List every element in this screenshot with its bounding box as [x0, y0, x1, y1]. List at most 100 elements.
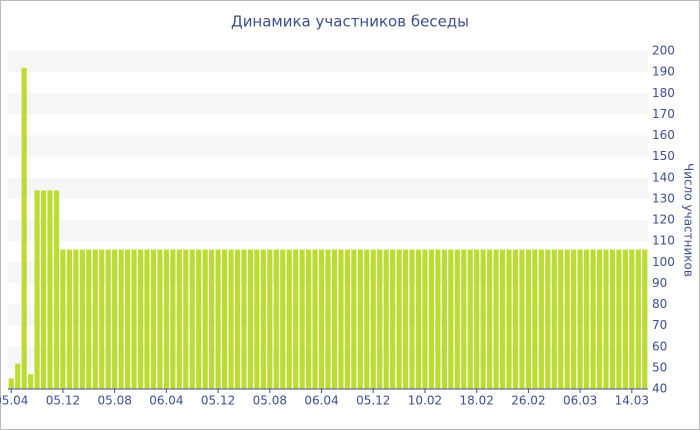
bar [189, 249, 195, 389]
bar [8, 378, 14, 389]
y-tick-label: 80 [652, 297, 667, 311]
bar [293, 249, 299, 389]
bar [118, 249, 124, 389]
bar [461, 249, 467, 389]
y-tick-label: 160 [652, 128, 675, 142]
bar [409, 249, 415, 389]
bar [422, 249, 428, 389]
chart-title: Динамика участников беседы [231, 13, 469, 31]
bar [21, 67, 27, 390]
bar [402, 249, 409, 389]
y-tick-label: 180 [652, 86, 675, 100]
bar [105, 249, 111, 389]
grid-band [8, 177, 648, 199]
bar [474, 249, 480, 389]
bar [364, 249, 370, 389]
bar [499, 249, 506, 389]
x-tick-label: 10.02 [408, 394, 442, 408]
x-tick-label: 05.08 [253, 394, 287, 408]
grid-band [8, 93, 648, 115]
bar [512, 249, 519, 389]
bar [590, 249, 596, 389]
bar [532, 249, 538, 389]
bar [112, 249, 118, 389]
bar [312, 249, 318, 389]
bar [493, 249, 499, 389]
bar [79, 249, 85, 389]
bar [487, 249, 493, 389]
bar [370, 249, 376, 389]
bar [215, 249, 221, 389]
bar [467, 249, 473, 389]
bar [273, 249, 279, 389]
y-tick-label: 90 [652, 276, 667, 290]
bar [163, 249, 169, 389]
bar [558, 249, 564, 389]
bar [357, 249, 363, 389]
bar [280, 249, 286, 389]
bar [338, 249, 344, 389]
bar [254, 249, 260, 389]
bar [616, 249, 622, 389]
bar [170, 249, 176, 389]
bar [325, 249, 331, 389]
bar [144, 249, 150, 389]
bar [441, 249, 447, 389]
bar [390, 249, 396, 389]
bar [428, 249, 435, 389]
bar [28, 374, 34, 389]
bar [150, 249, 157, 389]
bar [435, 249, 441, 389]
y-tick-label: 150 [652, 149, 675, 163]
bar [53, 190, 60, 389]
bar [506, 249, 512, 389]
bar [571, 249, 577, 389]
y-tick-label: 100 [652, 255, 675, 269]
bar [234, 249, 241, 389]
bar [176, 249, 182, 389]
bar [525, 249, 531, 389]
bar [545, 249, 551, 389]
y-tick-label: 190 [652, 65, 675, 79]
bar [99, 249, 105, 389]
bar [157, 249, 163, 389]
bar [642, 249, 648, 389]
bar [351, 249, 357, 389]
bar [86, 249, 92, 389]
y-tick-label: 40 [652, 382, 667, 396]
bar [73, 249, 79, 389]
bar [584, 249, 590, 389]
bar [306, 249, 312, 389]
bar [577, 249, 583, 389]
bar [551, 249, 557, 389]
bar [318, 249, 325, 389]
bar [377, 249, 383, 389]
y-tick-label: 120 [652, 213, 675, 227]
bar [125, 249, 131, 389]
bar [260, 249, 266, 389]
y-tick-label: 140 [652, 170, 675, 184]
bar [47, 190, 53, 389]
bar [415, 249, 422, 389]
x-tick-label: 14.03 [615, 394, 649, 408]
y-tick-label: 60 [652, 339, 667, 353]
bar [454, 249, 460, 389]
x-tick-label: 06.04 [149, 394, 183, 408]
bar [228, 249, 234, 389]
x-tick-label: 06.03 [563, 394, 597, 408]
y-tick-label: 200 [652, 44, 675, 58]
bar [66, 249, 72, 389]
bar [92, 249, 98, 389]
bar [480, 249, 486, 389]
bar [603, 249, 609, 389]
bar [609, 249, 616, 389]
y-axis-title: Число участников [682, 163, 696, 277]
y-tick-label: 50 [652, 360, 667, 374]
bar [538, 249, 544, 389]
bar [448, 249, 454, 389]
x-tick-label: 05.04 [0, 394, 28, 408]
bar [267, 249, 273, 389]
bar [596, 249, 603, 389]
